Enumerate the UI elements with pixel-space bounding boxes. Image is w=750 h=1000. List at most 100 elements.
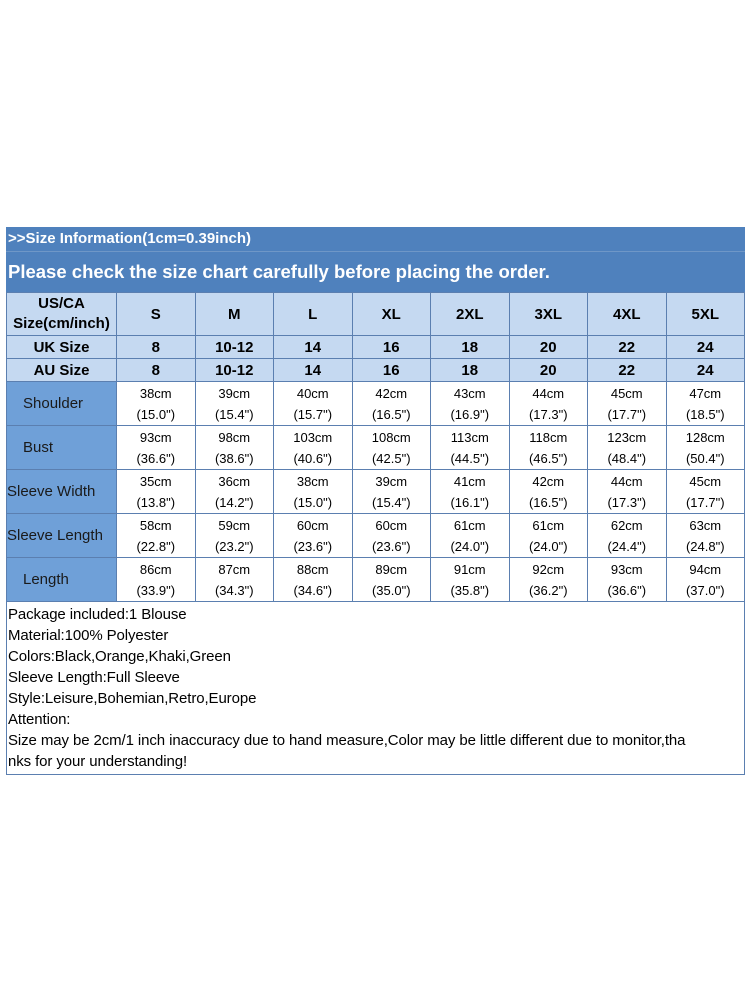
measurement-cell: 60cm (23.6") — [273, 513, 353, 558]
corner-cell: US/CA Size(cm/inch) — [6, 292, 117, 336]
inch-value: (24.0") — [450, 538, 490, 554]
measurement-cell: 42cm (16.5") — [508, 469, 588, 514]
measurement-cell: 92cm (36.2") — [508, 557, 588, 602]
measurement-cell: 44cm (17.3") — [587, 469, 667, 514]
measurement-row: Bust 93cm (36.6") 98cm (38.6") 103cm (40.6") 10… — [6, 425, 745, 470]
measurement-cell: 108cm (42.5") — [351, 425, 431, 470]
cm-value: 89cm — [375, 561, 408, 577]
inch-value: (16.9") — [450, 406, 490, 422]
measurement-cell: 47cm (18.5") — [665, 381, 745, 426]
measurement-cell: 45cm (17.7") — [665, 469, 745, 514]
cm-value: 92cm — [532, 561, 565, 577]
inch-value: (36.6") — [136, 450, 176, 466]
measurement-row: Sleeve Width 35cm (13.8") 36cm (14.2") 38cm (1… — [6, 469, 745, 514]
measurement-cell: 40cm (15.7") — [273, 381, 353, 426]
size-header-cell: 3XL — [508, 292, 588, 336]
uk-size-cell: 14 — [273, 335, 353, 359]
measurement-cell: 103cm (40.6") — [273, 425, 353, 470]
measurement-label: Sleeve Width — [6, 469, 117, 514]
au-size-cell: 22 — [587, 358, 667, 382]
cm-value: 93cm — [139, 429, 172, 445]
measurement-cell: 36cm (14.2") — [194, 469, 274, 514]
measurement-cell: 87cm (34.3") — [194, 557, 274, 602]
cm-value: 88cm — [296, 561, 329, 577]
inch-value: (16.5") — [371, 406, 411, 422]
uk-size-cell: 24 — [665, 335, 745, 359]
measurement-cell: 60cm (23.6") — [351, 513, 431, 558]
inch-value: (38.6") — [214, 450, 254, 466]
inch-value: (17.3") — [607, 494, 647, 510]
au-size-row: AU Size 8 10-12 14 16 18 20 22 24 — [6, 358, 745, 382]
cm-value: 45cm — [689, 473, 722, 489]
size-header-cell: 2XL — [430, 292, 510, 336]
cm-value: 36cm — [218, 473, 251, 489]
cm-value: 63cm — [689, 517, 722, 533]
inch-value: (22.8") — [136, 538, 176, 554]
cm-value: 40cm — [296, 385, 329, 401]
uk-size-cell: 16 — [351, 335, 431, 359]
inch-value: (17.3") — [528, 406, 568, 422]
cm-value: 60cm — [375, 517, 408, 533]
uk-size-cell: 20 — [508, 335, 588, 359]
size-header-cell: 5XL — [665, 292, 745, 336]
inch-value: (40.6") — [293, 450, 333, 466]
measurement-cell: 86cm (33.9") — [116, 557, 196, 602]
measurement-cell: 62cm (24.4") — [587, 513, 667, 558]
measurement-cell: 128cm (50.4") — [665, 425, 745, 470]
measurement-cell: 45cm (17.7") — [587, 381, 667, 426]
uk-size-cell: 18 — [430, 335, 510, 359]
measurement-cell: 39cm (15.4") — [194, 381, 274, 426]
uk-size-cell: 22 — [587, 335, 667, 359]
uk-size-row: UK Size 8 10-12 14 16 18 20 22 24 — [6, 335, 745, 359]
inch-value: (24.0") — [528, 538, 568, 554]
inch-value: (24.4") — [607, 538, 647, 554]
inch-value: (15.4") — [371, 494, 411, 510]
measurement-cell: 38cm (15.0") — [273, 469, 353, 514]
cm-value: 62cm — [610, 517, 643, 533]
measurement-cell: 61cm (24.0") — [430, 513, 510, 558]
measurement-row: Shoulder 38cm (15.0") 39cm (15.4") 40cm (15.7"… — [6, 381, 745, 426]
measurement-cell: 59cm (23.2") — [194, 513, 274, 558]
cm-value: 113cm — [450, 429, 489, 445]
uk-size-cell: 8 — [116, 335, 196, 359]
cm-value: 44cm — [610, 473, 643, 489]
measurement-cell: 42cm (16.5") — [351, 381, 431, 426]
measurement-cell: 35cm (13.8") — [116, 469, 196, 514]
note-line: Package included:1 Blouse — [8, 606, 187, 623]
inch-value: (13.8") — [136, 494, 176, 510]
cm-value: 128cm — [685, 429, 725, 445]
inch-value: (46.5") — [528, 450, 568, 466]
measurement-cell: 61cm (24.0") — [508, 513, 588, 558]
measurement-cell: 93cm (36.6") — [116, 425, 196, 470]
measurement-cell: 38cm (15.0") — [116, 381, 196, 426]
inch-value: (14.2") — [214, 494, 254, 510]
cm-value: 58cm — [139, 517, 172, 533]
note-line: nks for your understanding! — [8, 753, 188, 770]
cm-value: 44cm — [532, 385, 565, 401]
cm-value: 35cm — [139, 473, 172, 489]
measurement-cell: 94cm (37.0") — [665, 557, 745, 602]
au-size-cell: 24 — [665, 358, 745, 382]
cm-value: 45cm — [610, 385, 643, 401]
cm-value: 94cm — [689, 561, 722, 577]
note-line: Colors:Black,Orange,Khaki,Green — [8, 648, 231, 665]
inch-value: (18.5") — [685, 406, 725, 422]
note-line: Material:100% Polyester — [8, 627, 169, 644]
inch-value: (34.3") — [214, 582, 254, 598]
inch-value: (24.8") — [685, 538, 725, 554]
inch-value: (17.7") — [607, 406, 647, 422]
notice-banner: Please check the size chart carefully be… — [6, 252, 745, 292]
cm-value: 42cm — [375, 385, 408, 401]
measurement-label-text: Length — [23, 571, 69, 588]
measurement-cell: 41cm (16.1") — [430, 469, 510, 514]
inch-value: (15.0") — [293, 494, 333, 510]
cm-value: 86cm — [139, 561, 172, 577]
measurement-row: Sleeve Length 58cm (22.8") 59cm (23.2") 60cm (… — [6, 513, 745, 558]
measurement-cell: 123cm (48.4") — [587, 425, 667, 470]
measurement-label-text: Sleeve Width — [7, 483, 96, 500]
au-size-label: AU Size — [6, 358, 117, 382]
measurement-label-text: Shoulder — [23, 395, 84, 412]
cm-value: 108cm — [371, 429, 411, 445]
inch-value: (36.2") — [528, 582, 568, 598]
measurement-cell: 88cm (34.6") — [273, 557, 353, 602]
